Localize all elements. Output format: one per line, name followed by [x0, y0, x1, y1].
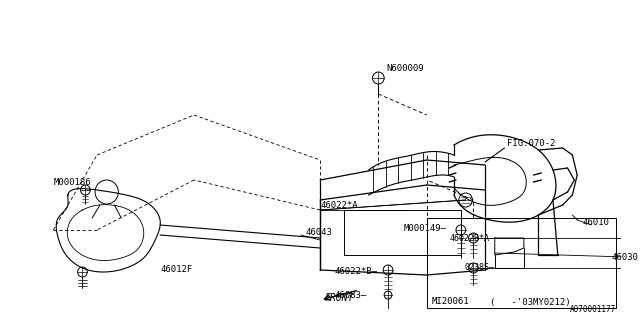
Text: FIG.070-2: FIG.070-2 — [508, 139, 556, 148]
Text: A070001177: A070001177 — [570, 305, 616, 314]
Text: 46022*B—: 46022*B— — [335, 268, 378, 276]
Text: 46012F: 46012F — [160, 266, 192, 275]
Text: M000186: M000186 — [53, 178, 91, 187]
Text: 46083—: 46083— — [335, 291, 367, 300]
Text: (   -'03MY0212): ( -'03MY0212) — [490, 298, 570, 307]
Text: 46043: 46043 — [305, 228, 332, 236]
Text: FRONT: FRONT — [325, 293, 355, 303]
Bar — [427, 218, 616, 308]
Text: MI20061: MI20061 — [432, 298, 469, 307]
Text: 46010: 46010 — [582, 218, 609, 227]
Text: 0238S—: 0238S— — [465, 263, 495, 273]
Text: M000149—: M000149— — [403, 223, 446, 233]
Text: N600009: N600009 — [386, 63, 424, 73]
Text: 46030: 46030 — [611, 253, 638, 262]
Text: 46022B*A—: 46022B*A— — [450, 234, 495, 243]
Text: 46022*A: 46022*A — [320, 201, 358, 210]
